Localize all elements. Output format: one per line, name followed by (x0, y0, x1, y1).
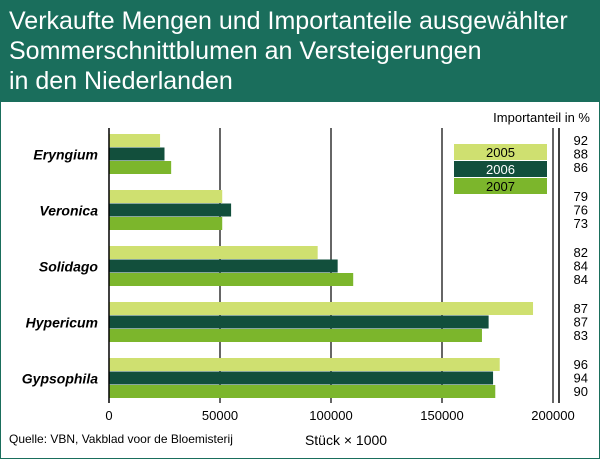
import-share-value: 90 (574, 384, 588, 399)
bar (109, 134, 161, 147)
bar (109, 161, 172, 174)
import-share-value: 84 (574, 259, 588, 274)
bar (109, 315, 489, 329)
legend-swatch (454, 144, 547, 160)
legend-label: 2007 (486, 179, 515, 194)
import-share-value: 88 (574, 147, 588, 162)
bar (109, 358, 500, 371)
legend-swatch (454, 161, 547, 177)
import-share-value: 92 (574, 133, 588, 148)
import-share-value: 86 (574, 160, 588, 175)
x-tick-label: 50000 (202, 408, 238, 423)
x-tick-label: 150000 (420, 408, 463, 423)
bar (109, 259, 338, 273)
import-share-value: 94 (574, 371, 588, 386)
import-share-value: 84 (574, 272, 588, 287)
category-label: Solidago (39, 258, 99, 274)
bar (109, 371, 494, 385)
chart-title-line-2: Sommerschnittblumen an Versteigerungen (9, 37, 482, 65)
import-share-value: 87 (574, 301, 588, 316)
x-tick-label: 100000 (309, 408, 352, 423)
bar (109, 302, 534, 315)
import-share-value: 83 (574, 328, 588, 343)
bar (109, 217, 223, 230)
import-share-value: 87 (574, 315, 588, 330)
chart-title-line-1: Verkaufte Mengen und Importanteile ausge… (9, 7, 568, 35)
category-label: Gypsophila (22, 370, 98, 386)
import-share-value: 96 (574, 357, 588, 372)
import-share-value: 76 (574, 203, 588, 218)
import-share-value: 73 (574, 216, 588, 231)
legend-swatch (454, 178, 547, 194)
bar (109, 190, 223, 203)
title-band: Verkaufte Mengen und Importanteile ausge… (1, 1, 599, 102)
bar (109, 329, 482, 342)
category-label: Hypericum (26, 314, 98, 330)
category-label: Eryngium (33, 146, 98, 162)
chart-title-line-3: in den Niederlanden (9, 67, 233, 95)
x-axis-label: Stück × 1000 (305, 432, 387, 448)
import-share-header: Importanteil in % (493, 110, 590, 125)
category-label: Veronica (39, 202, 98, 218)
import-share-value: 79 (574, 189, 588, 204)
legend-label: 2006 (486, 162, 515, 177)
legend-label: 2005 (486, 145, 515, 160)
bar (109, 385, 496, 398)
x-tick-label: 200000 (531, 408, 574, 423)
bar (109, 246, 318, 259)
source-note: Quelle: VBN, Vakblad voor de Bloemisteri… (9, 432, 233, 446)
bar (109, 203, 232, 217)
import-share-value: 82 (574, 245, 588, 260)
bar (109, 147, 165, 161)
bar (109, 273, 354, 286)
x-tick-label: 0 (105, 408, 112, 423)
